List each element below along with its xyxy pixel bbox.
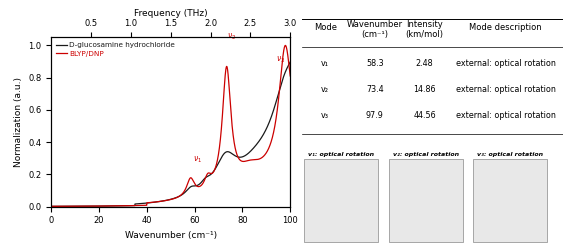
BLYP/DNP (294, 115, 301, 118)
Text: v₁: optical rotation: v₁: optical rotation (308, 152, 374, 157)
BLYP/DNP (153, 200, 160, 203)
BLYP/DNP (90, 205, 97, 208)
Text: 44.56: 44.56 (413, 111, 436, 120)
Text: external: optical rotation: external: optical rotation (456, 59, 556, 68)
X-axis label: Frequency (THz): Frequency (THz) (134, 9, 208, 18)
D-glucosamine hydrochloride (294, 44, 301, 47)
X-axis label: Wavenumber (cm⁻¹): Wavenumber (cm⁻¹) (125, 231, 217, 240)
D-glucosamine hydrochloride (90, 205, 97, 208)
Text: 2.48: 2.48 (416, 59, 434, 68)
Text: 73.4: 73.4 (366, 85, 384, 94)
D-glucosamine hydrochloride (142, 202, 149, 205)
Text: $\nu_3$: $\nu_3$ (276, 55, 285, 65)
Text: Mode description: Mode description (469, 23, 542, 32)
Text: external: optical rotation: external: optical rotation (456, 85, 556, 94)
D-glucosamine hydrochloride (76, 205, 83, 208)
Text: v₃: optical rotation: v₃: optical rotation (477, 152, 543, 157)
Text: v₂: v₂ (321, 85, 329, 94)
Y-axis label: Normalization (a.u.): Normalization (a.u.) (14, 77, 23, 167)
BLYP/DNP (282, 44, 289, 47)
Text: Intensity: Intensity (406, 20, 443, 29)
BLYP/DNP (289, 93, 296, 96)
D-glucosamine hydrochloride (262, 128, 269, 131)
Text: (cm⁻¹): (cm⁻¹) (361, 30, 389, 39)
Text: Mode: Mode (314, 23, 337, 32)
Text: (km/mol): (km/mol) (406, 30, 444, 39)
BLYP/DNP (142, 204, 149, 207)
BLYP/DNP (76, 205, 83, 208)
Text: v₂: optical rotation: v₂: optical rotation (393, 152, 459, 157)
Text: 97.9: 97.9 (366, 111, 384, 120)
Text: v₃: v₃ (321, 111, 329, 120)
Text: 14.86: 14.86 (413, 85, 436, 94)
Text: $\nu_1$: $\nu_1$ (193, 154, 203, 165)
Legend: D-glucosamine hydrochloride, BLYP/DNP: D-glucosamine hydrochloride, BLYP/DNP (55, 41, 176, 58)
D-glucosamine hydrochloride (153, 200, 160, 203)
Text: Wavenumber: Wavenumber (347, 20, 403, 29)
BLYP/DNP (48, 205, 55, 208)
Line: BLYP/DNP: BLYP/DNP (51, 45, 298, 206)
Text: external: optical rotation: external: optical rotation (456, 111, 556, 120)
D-glucosamine hydrochloride (48, 205, 55, 208)
Line: D-glucosamine hydrochloride: D-glucosamine hydrochloride (51, 45, 298, 206)
BLYP/DNP (262, 152, 269, 155)
Text: $\nu_2$: $\nu_2$ (227, 32, 236, 42)
D-glucosamine hydrochloride (289, 56, 296, 59)
Text: 58.3: 58.3 (366, 59, 384, 68)
Text: v₁: v₁ (321, 59, 329, 68)
